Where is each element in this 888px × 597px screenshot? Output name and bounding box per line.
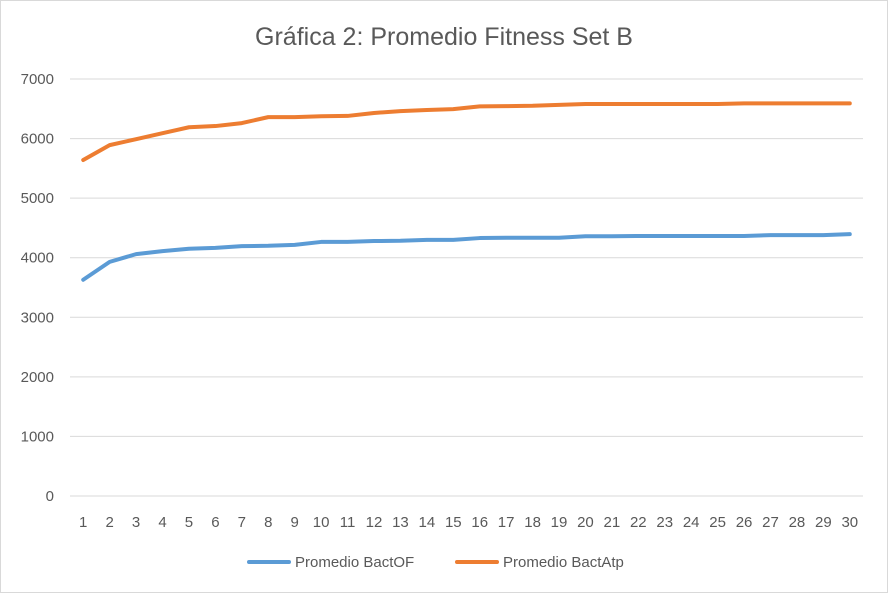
x-tick-label: 11 bbox=[340, 514, 356, 531]
x-tick-label: 24 bbox=[683, 514, 700, 531]
x-tick-label: 10 bbox=[313, 514, 330, 531]
x-tick-label: 15 bbox=[445, 514, 462, 531]
legend-label-1: Promedio BactOF bbox=[295, 554, 414, 571]
series-line-1 bbox=[81, 232, 852, 282]
x-tick-label: 2 bbox=[105, 514, 113, 531]
x-tick-label: 17 bbox=[498, 514, 515, 531]
chart-title: Gráfica 2: Promedio Fitness Set B bbox=[255, 23, 633, 51]
y-tick-label: 3000 bbox=[21, 309, 54, 326]
legend: Promedio BactOF Promedio BactAtp bbox=[247, 554, 624, 571]
x-tick-label: 8 bbox=[264, 514, 272, 531]
y-tick-label: 7000 bbox=[21, 71, 54, 88]
grid-lines bbox=[70, 78, 863, 497]
x-tick-label: 9 bbox=[291, 514, 299, 531]
y-tick-label: 0 bbox=[46, 488, 54, 505]
x-tick-label: 29 bbox=[815, 514, 832, 531]
x-tick-label: 23 bbox=[656, 514, 673, 531]
x-tick-label: 5 bbox=[185, 514, 193, 531]
x-axis-ticks: 1 2 3 4 5 6 7 8 9 10 11 12 13 14 15 16 17 18 19 20 21 22 23 24 2… bbox=[79, 514, 858, 531]
series-line-2 bbox=[81, 101, 852, 163]
y-tick-label: 5000 bbox=[21, 190, 54, 207]
x-tick-label: 1 bbox=[79, 514, 87, 531]
x-tick-label: 19 bbox=[551, 514, 568, 531]
series-lines bbox=[81, 101, 852, 282]
x-tick-label: 27 bbox=[762, 514, 779, 531]
x-tick-label: 18 bbox=[524, 514, 541, 531]
y-tick-label: 4000 bbox=[21, 250, 54, 267]
x-tick-label: 30 bbox=[841, 514, 858, 531]
x-tick-label: 3 bbox=[132, 514, 140, 531]
x-tick-label: 21 bbox=[604, 514, 621, 531]
x-tick-label: 6 bbox=[211, 514, 219, 531]
x-tick-label: 4 bbox=[158, 514, 166, 531]
x-tick-label: 12 bbox=[366, 514, 383, 531]
y-tick-label: 6000 bbox=[21, 131, 54, 148]
legend-label-2: Promedio BactAtp bbox=[503, 554, 624, 571]
y-axis-ticks: 0 1000 2000 3000 4000 5000 6000 7000 bbox=[21, 71, 54, 505]
y-tick-label: 1000 bbox=[21, 428, 54, 445]
x-tick-label: 25 bbox=[709, 514, 726, 531]
x-tick-label: 26 bbox=[736, 514, 753, 531]
y-tick-label: 2000 bbox=[21, 369, 54, 386]
x-tick-label: 20 bbox=[577, 514, 594, 531]
x-tick-label: 16 bbox=[471, 514, 488, 531]
x-tick-label: 13 bbox=[392, 514, 409, 531]
x-tick-label: 7 bbox=[238, 514, 246, 531]
x-tick-label: 22 bbox=[630, 514, 647, 531]
x-tick-label: 28 bbox=[789, 514, 806, 531]
x-tick-label: 14 bbox=[419, 514, 436, 531]
